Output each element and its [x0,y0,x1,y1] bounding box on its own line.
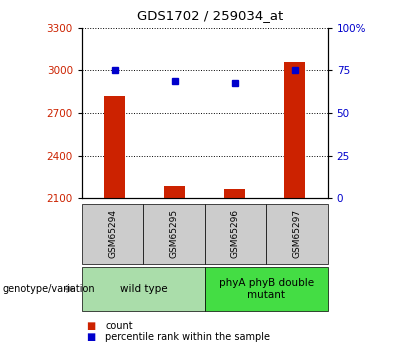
Text: GDS1702 / 259034_at: GDS1702 / 259034_at [137,9,283,22]
Text: GSM65296: GSM65296 [231,209,240,258]
Text: wild type: wild type [120,284,167,294]
Text: GSM65294: GSM65294 [108,209,117,258]
Text: ■: ■ [86,333,95,342]
Bar [105,96,125,198]
Text: genotype/variation: genotype/variation [2,284,95,294]
Bar [284,62,305,198]
Text: GSM65295: GSM65295 [170,209,178,258]
Text: ■: ■ [86,321,95,331]
Bar [164,186,185,198]
Text: GSM65297: GSM65297 [292,209,302,258]
Text: percentile rank within the sample: percentile rank within the sample [105,333,270,342]
Bar [224,189,245,198]
Text: count: count [105,321,133,331]
Text: phyA phyB double
mutant: phyA phyB double mutant [219,278,314,300]
